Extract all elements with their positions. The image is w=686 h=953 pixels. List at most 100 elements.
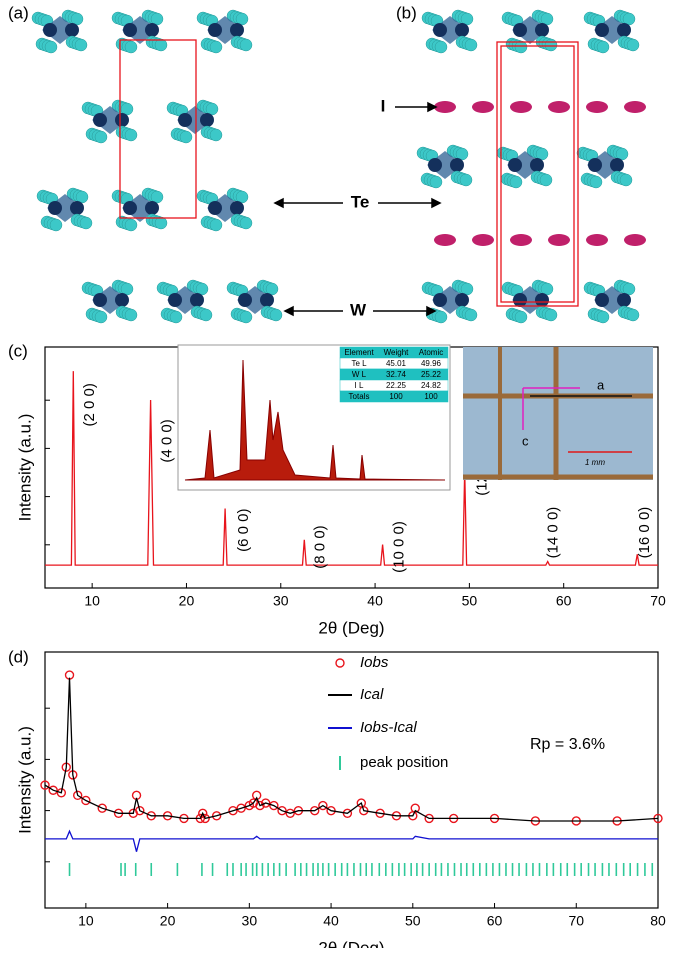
i-atom [586,101,608,113]
w-atom [513,293,527,307]
x-tick-label: 40 [367,593,383,609]
axis-label: c [522,433,529,448]
w-atom [115,113,129,127]
scale-label: 1 mm [585,458,605,467]
x-tick-label: 60 [556,593,572,609]
peak-label: (8 0 0) [311,525,328,568]
peak-label: (4 0 0) [159,419,176,462]
te-atom [170,311,182,323]
w-atom [455,23,469,37]
panel-label: (b) [396,3,417,22]
te-atom [240,39,252,51]
w-atom [115,293,129,307]
table-cell: 22.25 [386,381,407,390]
legend-label: peak position [360,754,448,771]
w-atom [433,293,447,307]
i-atom [434,234,456,246]
w-atom [208,201,222,215]
te-atom [95,311,107,323]
te-atom [590,176,602,188]
w-atom [190,293,204,307]
x-tick-label: 30 [273,593,289,609]
te-atom [627,39,639,51]
micrograph-inset: a c 1 mm [463,347,653,480]
w-atom [513,23,527,37]
w-atom [178,113,192,127]
w-atom [610,158,624,172]
te-atom [620,174,632,186]
legend-label: Iobs-Ical [360,719,417,736]
i-atom [510,234,532,246]
legend-marker [336,659,344,667]
w-atom [65,23,79,37]
w-atom [595,293,609,307]
x-tick-label: 10 [84,593,100,609]
w-atom [617,293,631,307]
table-cell: 100 [424,392,438,401]
x-tick-label: 20 [179,593,195,609]
peak-label: (14 0 0) [544,507,561,559]
table-cell: 100 [389,392,403,401]
te-atom [435,41,447,53]
x-tick-label: 70 [650,593,666,609]
w-atom [595,23,609,37]
w-atom [530,158,544,172]
table-header: Element [344,348,374,357]
x-tick-label: 60 [487,913,503,929]
w-atom [208,23,222,37]
table-cell: 25.22 [421,370,442,379]
fit-annotation: Rp = 3.6% [530,736,605,753]
te-atom [80,217,92,229]
table-cell: 49.96 [421,359,442,368]
w-atom [230,201,244,215]
atom-label: W [350,300,367,319]
te-atom [465,309,477,321]
te-atom [597,311,609,323]
peak-label: (10 0 0) [391,521,408,573]
plots: 102030405060702θ (Deg)Intensity (a.u.)(2… [15,345,666,948]
i-atom [472,101,494,113]
x-tick-label: 20 [160,913,176,929]
x-tick-label: 10 [78,913,94,929]
panel-label: (c) [8,341,28,360]
te-atom [210,41,222,53]
te-atom [125,219,137,231]
w-atom [168,293,182,307]
te-atom [460,174,472,186]
i-atom [624,101,646,113]
te-atom [240,311,252,323]
axis-label: a [597,377,605,392]
x-tick-label: 70 [568,913,584,929]
w-atom [450,158,464,172]
te-atom [125,41,137,53]
w-atom [455,293,469,307]
x-tick-label: 50 [405,913,421,929]
table-header: Atomic [419,348,443,357]
table-header: Weight [384,348,410,357]
crystal-structures [32,10,646,323]
w-atom [260,293,274,307]
plot-frame [45,652,658,908]
w-atom [508,158,522,172]
i-atom [472,234,494,246]
w-atom [93,293,107,307]
te-atom [125,129,137,141]
table-cell: I L [355,381,364,390]
te-atom [240,217,252,229]
w-atom [145,23,159,37]
x-tick-label: 30 [242,913,258,929]
peak-label: (16 0 0) [636,507,653,559]
i-atom [586,234,608,246]
w-atom [238,293,252,307]
te-atom [545,309,557,321]
w-atom [200,113,214,127]
te-atom [430,176,442,188]
i-atom [548,234,570,246]
te-atom [545,39,557,51]
te-atom [50,219,62,231]
te-atom [75,39,87,51]
w-atom [428,158,442,172]
te-atom [465,39,477,51]
page: (a) (b) (c) (d) I Te W 102030405060702θ … [0,0,686,953]
w-atom [48,201,62,215]
